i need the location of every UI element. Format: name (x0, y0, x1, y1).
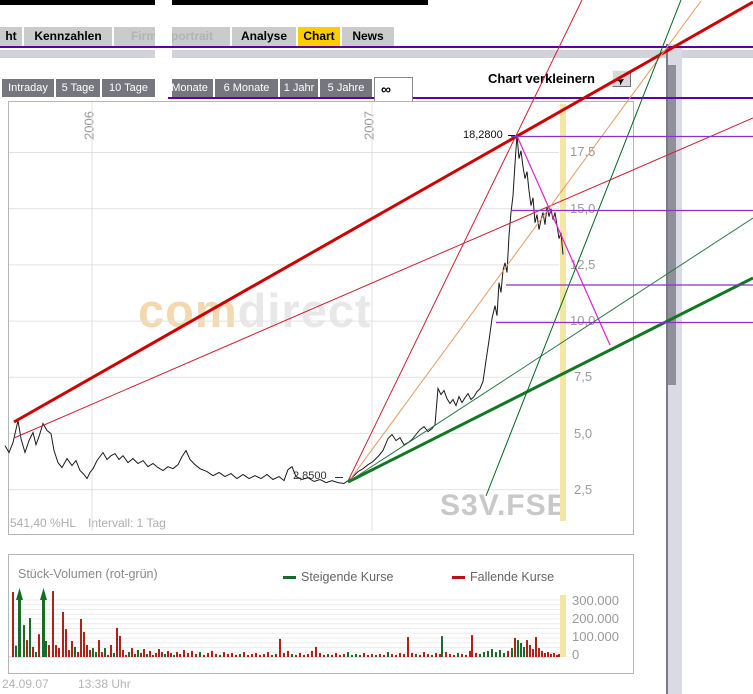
volume-tick-label: 100.000 (572, 629, 619, 644)
period-intraday[interactable]: Intraday (2, 79, 54, 97)
symbol-watermark: S3V.FSE (440, 489, 568, 522)
volume-panel (8, 554, 634, 674)
period-label: 5 Tage (61, 82, 95, 94)
watermark-direct: direct (237, 284, 372, 337)
tab-analyse[interactable]: Analyse (232, 27, 296, 46)
year-label-2006: 2006 (81, 111, 97, 140)
shrink-arrow-icon: ➤ (614, 74, 629, 89)
period-5tage[interactable]: 5 Tage (56, 79, 100, 97)
shrink-chart-label: Chart verkleinern (488, 71, 595, 86)
price-tick-label: 17,5 (570, 144, 596, 159)
period-10tage[interactable]: 10 Tage (102, 79, 155, 97)
period-label: 10 Tage (109, 82, 148, 94)
volume-tick-label: 300.000 (572, 593, 619, 608)
low-tick (335, 477, 343, 478)
watermark-com: com (138, 284, 238, 337)
tab-firmenportrait[interactable]: Firmenportrait (114, 27, 230, 46)
period-6monate[interactable]: 6 Monate (215, 79, 278, 97)
year-label-2007: 2007 (361, 111, 377, 140)
price-tick-label: 12,5 (570, 257, 596, 272)
shrink-chart-button[interactable]: ➤ (612, 70, 631, 89)
toolbar-underline (168, 97, 753, 99)
price-tick-label: 15,0 (570, 201, 596, 216)
tab-kennzahlen[interactable]: Kennzahlen (24, 27, 112, 46)
tab-label: Kennzahlen (34, 29, 102, 43)
price-tick-label: 2,5 (574, 482, 593, 497)
period-label: 6 Monate (223, 82, 270, 94)
low-annotation: 2,8500 (293, 470, 327, 482)
infinity-icon: ∞ (381, 81, 391, 97)
tab-label: ht (5, 29, 17, 43)
tab-chart[interactable]: Chart (298, 27, 340, 46)
legend-down-label: Fallende Kurse (470, 570, 555, 584)
price-tick-label: 10,0 (570, 313, 596, 328)
peak-annotation: 18,2800 (463, 129, 503, 141)
period-label: 1 Jahr (283, 82, 315, 94)
status-change: 541,40 %HL (10, 516, 77, 530)
price-tick-label: 7,5 (574, 369, 593, 384)
tab-news[interactable]: News (342, 27, 394, 46)
status-interval: Intervall: 1 Tag (88, 516, 166, 530)
scrollbar-thumb[interactable] (668, 65, 676, 385)
vertical-scrollbar[interactable] (666, 44, 682, 694)
tab-label: Chart (303, 29, 335, 43)
white-artifact-strip (155, 0, 172, 99)
top-black-bar (0, 0, 428, 5)
legend-up-label: Steigende Kurse (301, 570, 394, 584)
footer-time: 13:38 Uhr (78, 677, 131, 691)
period-label: 5 Jahre (327, 82, 365, 94)
volume-tick-label: 0 (572, 647, 580, 662)
legend-down-dash (452, 576, 465, 579)
comdirect-watermark: comdirect (138, 283, 372, 338)
price-tick-label: 5,0 (574, 426, 593, 441)
tab-uebersicht[interactable]: ht (0, 27, 22, 46)
legend-up-dash (283, 576, 296, 579)
tab-label: Analyse (240, 29, 288, 43)
volume-tick-label: 200.000 (572, 611, 619, 626)
period-5jahre[interactable]: 5 Jahre (320, 79, 372, 97)
period-1jahr[interactable]: 1 Jahr (280, 79, 318, 97)
period-infinity-tab[interactable]: ∞ (374, 77, 413, 101)
period-label: Intraday (8, 82, 48, 94)
tab-label: News (352, 29, 384, 43)
peak-tick (508, 135, 515, 136)
subheader-band (0, 50, 753, 58)
tabs-underline (0, 46, 753, 48)
volume-title: Stück-Volumen (rot-grün) (18, 567, 158, 581)
footer-date: 24.09.07 (2, 677, 49, 691)
